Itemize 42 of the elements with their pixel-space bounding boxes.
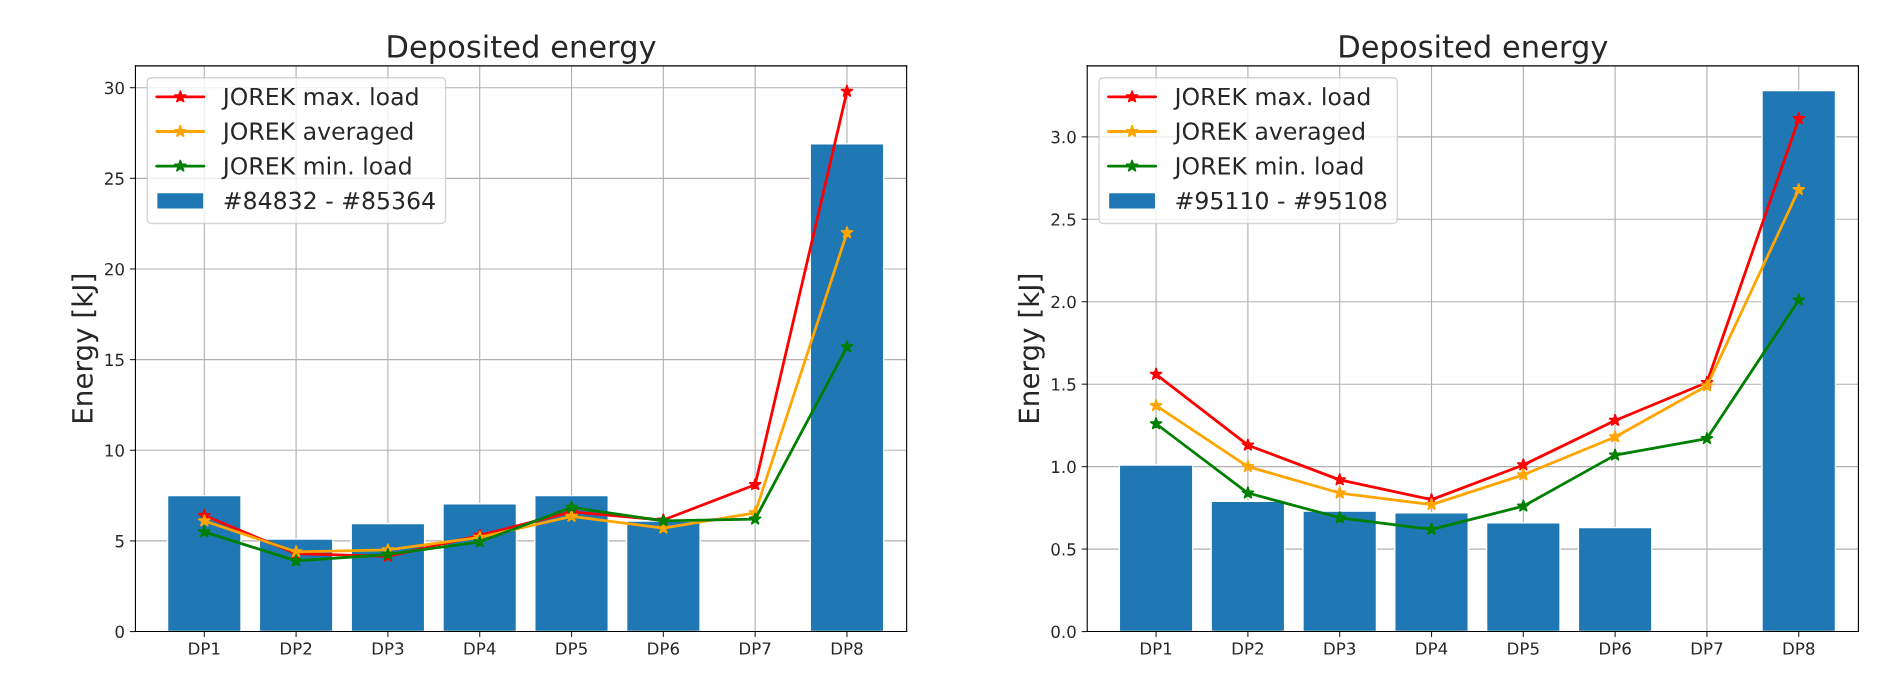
- y-tick-label: 25: [105, 172, 124, 185]
- x-tick-label: DP2: [280, 642, 312, 655]
- y-tick-label: 0.0: [1051, 625, 1076, 639]
- y-axis-title: Energy [kJ]: [71, 275, 99, 423]
- y-tick-label: 3.0: [1051, 130, 1076, 144]
- legend-label: JOREK max. load: [1173, 87, 1370, 110]
- x-tick-label: DP7: [1691, 642, 1723, 655]
- y-axis-title: Energy [kJ]: [1017, 275, 1045, 423]
- y-tick-label: 10: [105, 444, 124, 457]
- y-tick-label: 2.0: [1051, 295, 1076, 309]
- x-tick-label: DP3: [372, 642, 404, 655]
- x-tick-label: DP2: [1232, 642, 1263, 655]
- x-tick-label: DP6: [1600, 642, 1631, 655]
- legend-label: JOREK averaged: [221, 121, 413, 145]
- y-tick-label: 30: [105, 81, 124, 95]
- y-tick-label: 20: [105, 262, 124, 276]
- legend-label: JOREK min. load: [1173, 156, 1363, 180]
- legend-label: #95110 - #95108: [1176, 191, 1387, 210]
- x-tick-label: DP5: [556, 642, 587, 655]
- chart-title: Deposited energy: [388, 34, 656, 64]
- y-tick-label: 2.5: [1051, 213, 1076, 226]
- chart-title: Deposited energy: [1340, 34, 1608, 64]
- x-tick-label: DP6: [648, 642, 680, 655]
- x-tick-label: DP1: [1140, 642, 1172, 655]
- x-tick-label: DP1: [189, 642, 220, 655]
- legend-label: #84832 - #85364: [224, 191, 435, 210]
- x-tick-label: DP8: [1783, 642, 1815, 655]
- y-tick-label: 0: [115, 625, 124, 639]
- y-tick-label: 0.5: [1051, 543, 1076, 556]
- legend-label: JOREK max. load: [221, 87, 418, 110]
- y-tick-label: 1.0: [1052, 460, 1076, 474]
- y-tick-label: 15: [105, 353, 124, 367]
- y-tick-label: 5: [115, 535, 124, 548]
- x-tick-label: DP5: [1508, 642, 1539, 655]
- x-tick-label: DP8: [831, 642, 863, 655]
- x-tick-label: DP4: [1416, 642, 1448, 655]
- x-tick-label: DP4: [464, 642, 496, 655]
- legend-label: JOREK averaged: [1173, 121, 1364, 145]
- legend-label: JOREK min. load: [221, 156, 411, 180]
- x-tick-label: DP3: [1324, 642, 1356, 655]
- y-tick-label: 1.5: [1052, 378, 1076, 391]
- x-tick-label: DP7: [740, 642, 771, 655]
